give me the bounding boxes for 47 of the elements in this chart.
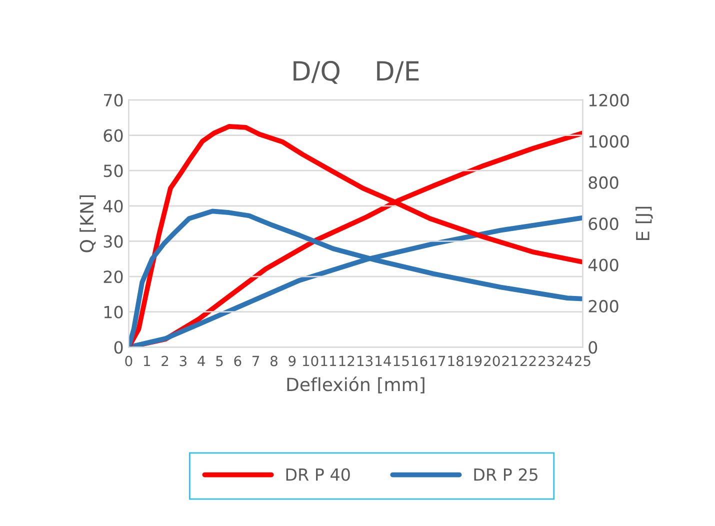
y-tick-label: 10 bbox=[104, 306, 123, 318]
y-tick-label: 30 bbox=[104, 235, 123, 248]
y-tick-label: 70 bbox=[104, 94, 123, 107]
x-tick-label: 13 bbox=[357, 356, 373, 366]
x-axis-title: Deflexión [mm] bbox=[287, 376, 424, 394]
y2-tick-label: 600 bbox=[588, 218, 618, 230]
y-axis-title: Q [KN] bbox=[80, 195, 96, 252]
x-tick-label: 12 bbox=[339, 356, 354, 366]
x-tick-label: 20 bbox=[484, 356, 500, 366]
x-tick-label: 0 bbox=[125, 356, 132, 366]
x-tick-label: 15 bbox=[394, 356, 409, 366]
y2-tick-label: 0 bbox=[588, 341, 598, 354]
y-tick-label: 20 bbox=[104, 270, 123, 284]
y2-tick-label: 400 bbox=[588, 258, 618, 272]
x-tick-label: 23 bbox=[538, 356, 554, 366]
y2-tick-label: 800 bbox=[588, 176, 618, 189]
x-tick-label: 14 bbox=[376, 356, 392, 366]
x-tick-label: 11 bbox=[321, 356, 336, 366]
y-tick-label: 0 bbox=[114, 341, 123, 354]
x-tick-label: 25 bbox=[574, 356, 590, 366]
x-tick-label: 10 bbox=[303, 356, 318, 366]
y-tick-label: 40 bbox=[103, 200, 123, 212]
x-tick-label: 17 bbox=[430, 356, 446, 366]
y-tick-label: 60 bbox=[104, 129, 123, 142]
y-tick-label: 50 bbox=[104, 164, 123, 178]
x-tick-label: 8 bbox=[270, 356, 278, 366]
x-tick-label: 21 bbox=[502, 356, 518, 366]
x-tick-label: 5 bbox=[216, 356, 223, 366]
y2-axis-title: E [J] bbox=[636, 206, 653, 240]
chart-title: D/Q D/E bbox=[294, 60, 419, 84]
y2-tick-label: 1000 bbox=[589, 135, 629, 148]
x-tick-label: 6 bbox=[234, 356, 242, 366]
x-tick-label: 3 bbox=[180, 356, 186, 366]
legend-label: DR P 25 bbox=[474, 468, 538, 481]
legend-label: DR P 40 bbox=[286, 468, 350, 481]
x-tick-label: 2 bbox=[162, 356, 168, 366]
x-tick-label: 16 bbox=[412, 356, 428, 366]
x-tick-label: 24 bbox=[556, 356, 573, 366]
x-tick-label: 9 bbox=[288, 356, 296, 366]
y2-tick-label: 200 bbox=[588, 300, 618, 313]
x-tick-label: 22 bbox=[520, 356, 536, 366]
x-tick-label: 1 bbox=[144, 356, 150, 366]
x-tick-label: 4 bbox=[198, 356, 205, 366]
x-tick-label: 18 bbox=[448, 356, 464, 366]
x-tick-label: 7 bbox=[252, 356, 260, 366]
x-tick-label: 19 bbox=[466, 356, 482, 366]
y2-tick-label: 1200 bbox=[589, 94, 629, 107]
